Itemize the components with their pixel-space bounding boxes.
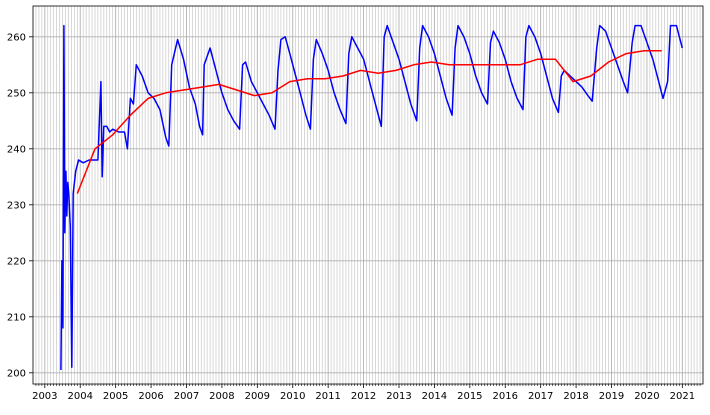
x-tick-label: 2010 <box>280 391 305 402</box>
x-tick-label: 2018 <box>563 391 588 402</box>
x-tick-label: 2015 <box>457 391 482 402</box>
x-tick-label: 2007 <box>174 391 199 402</box>
y-tick-label: 250 <box>7 88 26 99</box>
x-tick-label: 2009 <box>245 391 270 402</box>
x-tick-label: 2019 <box>599 391 624 402</box>
x-tick-label: 2016 <box>493 391 518 402</box>
x-tick-label: 2013 <box>386 391 411 402</box>
series-line-red <box>76 50 662 194</box>
x-tick-label: 2017 <box>528 391 553 402</box>
x-tick-label: 2014 <box>422 391 447 402</box>
x-tick-label: 2021 <box>670 391 695 402</box>
y-tick-label: 210 <box>7 312 26 323</box>
y-tick-label: 220 <box>7 256 26 267</box>
x-tick-label: 2012 <box>351 391 376 402</box>
x-tick-label: 2003 <box>32 391 57 402</box>
y-tick-label: 230 <box>7 200 26 211</box>
x-tick-label: 2008 <box>209 391 234 402</box>
x-tick-label: 2011 <box>315 391 340 402</box>
x-tick-label: 2005 <box>103 391 128 402</box>
plot-frame <box>32 5 704 385</box>
x-tick-label: 2004 <box>67 391 92 402</box>
y-tick-label: 200 <box>7 368 26 379</box>
x-tick-label: 2006 <box>138 391 163 402</box>
y-tick-label: 240 <box>7 144 26 155</box>
x-tick-label: 2020 <box>634 391 659 402</box>
y-tick-label: 260 <box>7 32 26 43</box>
